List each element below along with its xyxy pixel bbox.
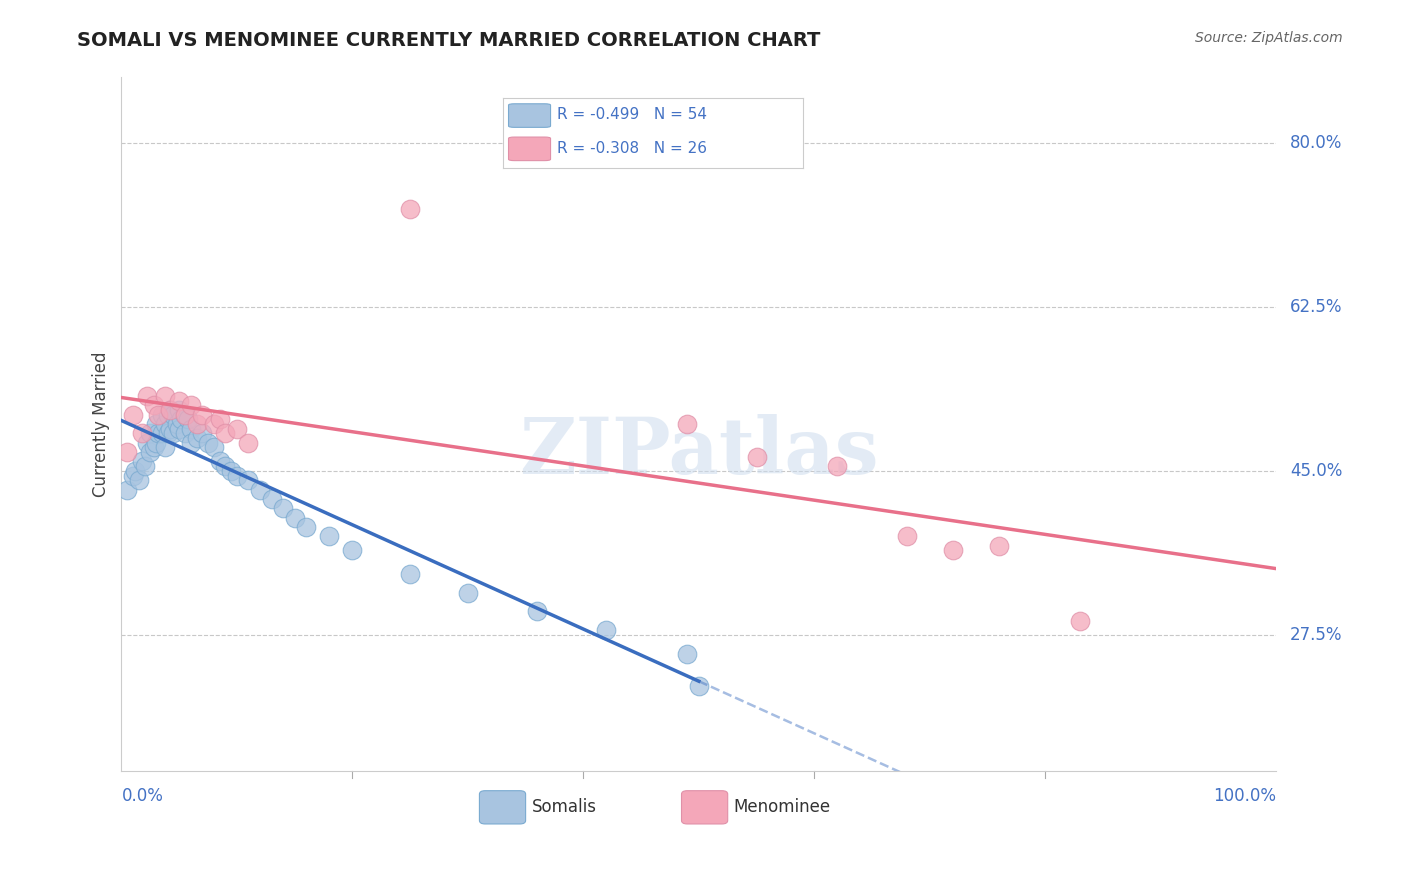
Point [162,426,184,441]
Point [896,529,918,543]
Point [284,510,307,524]
Point [942,543,965,558]
Point [191,408,214,422]
Point [128,473,150,487]
Point [249,483,271,497]
Point [156,408,179,422]
Point [180,435,202,450]
Text: Source: ZipAtlas.com: Source: ZipAtlas.com [1195,31,1343,45]
Point [180,422,202,436]
Point [150,408,173,422]
Point [142,398,165,412]
Point [226,468,249,483]
Point [676,647,699,661]
Point [159,403,181,417]
Point [131,454,153,468]
Point [1069,614,1091,628]
Text: 45.0%: 45.0% [1291,462,1343,480]
Point [318,529,340,543]
Point [155,389,177,403]
Point [156,426,179,441]
Point [180,398,202,412]
Point [167,393,190,408]
Point [155,441,177,455]
Point [295,520,318,534]
Point [202,441,225,455]
Point [208,412,231,426]
Text: 27.5%: 27.5% [1291,626,1343,644]
Point [186,417,208,431]
Point [148,426,170,441]
Point [142,441,165,455]
Point [214,459,236,474]
Point [135,389,157,403]
Point [988,539,1011,553]
Point [159,403,181,417]
Point [131,426,153,441]
Text: 62.5%: 62.5% [1291,298,1343,316]
Point [145,417,167,431]
FancyBboxPatch shape [479,790,526,824]
Point [167,422,190,436]
Point [827,459,849,474]
Text: ZIPatlas: ZIPatlas [519,414,879,490]
Point [186,431,208,445]
Point [124,464,146,478]
Point [399,202,422,216]
Point [191,426,214,441]
Point [155,417,177,431]
Point [145,435,167,450]
Point [174,408,197,422]
Point [170,412,193,426]
Text: Somalis: Somalis [531,797,596,815]
Point [122,468,145,483]
Point [214,426,236,441]
FancyBboxPatch shape [682,790,728,824]
Point [745,450,768,464]
Text: 0.0%: 0.0% [121,788,163,805]
Text: 100.0%: 100.0% [1213,788,1277,805]
Point [159,422,181,436]
Point [238,473,260,487]
Text: SOMALI VS MENOMINEE CURRENTLY MARRIED CORRELATION CHART: SOMALI VS MENOMINEE CURRENTLY MARRIED CO… [77,31,821,50]
Point [226,422,249,436]
Point [457,585,479,599]
Point [115,445,138,459]
Point [166,417,188,431]
Point [139,445,162,459]
Point [688,679,710,693]
Point [174,408,197,422]
Point [177,412,200,426]
Point [197,435,219,450]
Point [208,454,231,468]
Point [115,483,138,497]
Point [148,408,170,422]
Point [150,426,173,441]
Point [260,491,283,506]
Point [122,408,145,422]
Point [238,435,260,450]
Point [162,408,184,422]
Point [271,501,294,516]
Point [219,464,242,478]
Point [676,417,699,431]
Point [399,566,422,581]
Text: Menominee: Menominee [734,797,831,815]
Point [134,459,156,474]
Y-axis label: Currently Married: Currently Married [93,351,110,497]
Point [526,604,548,618]
Point [139,426,162,441]
Point [342,543,364,558]
Point [135,435,157,450]
Point [174,426,197,441]
Point [167,403,190,417]
Text: 80.0%: 80.0% [1291,134,1343,152]
Point [595,623,617,637]
Point [202,417,225,431]
